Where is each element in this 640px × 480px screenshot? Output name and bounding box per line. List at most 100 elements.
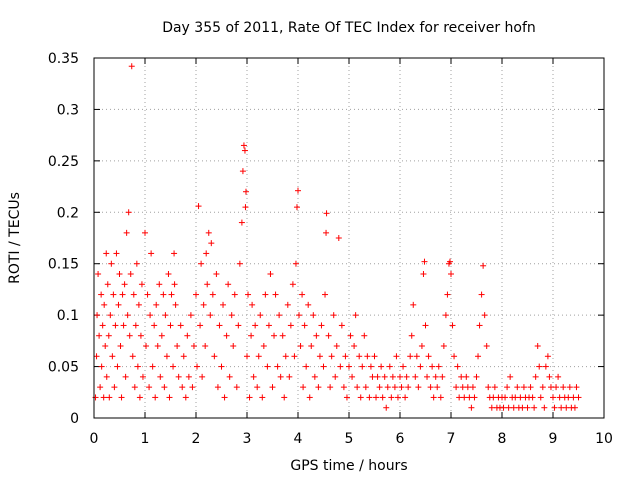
data-point: [524, 404, 531, 411]
data-point: [408, 332, 415, 339]
y-tick-label: 0.35: [48, 51, 79, 67]
data-point: [323, 229, 330, 236]
y-tick-labels: 0 0.05 0.1 0.15 0.2 0.25 0.3 0.35: [48, 51, 79, 427]
data-point: [128, 63, 135, 70]
data-point: [313, 332, 320, 339]
data-point: [555, 373, 562, 380]
data-point: [536, 363, 543, 370]
data-point: [424, 373, 431, 380]
data-point: [220, 301, 227, 308]
data-point: [466, 394, 473, 401]
data-point: [410, 301, 417, 308]
data-point: [129, 353, 136, 360]
data-point: [381, 373, 388, 380]
data-point: [114, 363, 121, 370]
data-point: [286, 373, 293, 380]
data-point: [287, 322, 294, 329]
data-point: [246, 394, 253, 401]
data-point: [184, 332, 191, 339]
x-tick-label: 8: [498, 431, 507, 447]
data-point: [558, 404, 565, 411]
x-tick-label: 0: [90, 431, 99, 447]
data-point: [296, 312, 303, 319]
data-point: [435, 363, 442, 370]
data-point: [292, 260, 299, 267]
data-point: [361, 332, 368, 339]
data-point: [560, 384, 567, 391]
data-point: [338, 322, 345, 329]
data-point: [245, 291, 252, 298]
data-point: [553, 384, 560, 391]
data-point: [269, 384, 276, 391]
data-point: [113, 250, 120, 257]
data-point: [430, 394, 437, 401]
data-point: [277, 373, 284, 380]
data-point: [571, 404, 578, 411]
data-point: [440, 343, 447, 349]
data-point: [415, 384, 422, 391]
data-point: [106, 394, 113, 401]
data-point: [207, 312, 214, 319]
data-point: [413, 353, 420, 360]
data-point: [333, 343, 340, 349]
data-point: [157, 373, 164, 380]
data-point: [417, 363, 424, 370]
data-point: [337, 363, 344, 370]
data-point: [160, 291, 167, 298]
data-point: [366, 394, 373, 401]
data-point: [194, 363, 201, 370]
data-point: [575, 394, 582, 401]
data-point: [104, 281, 111, 288]
x-tick-label: 9: [549, 431, 558, 447]
data-point: [163, 353, 170, 360]
data-point: [476, 322, 483, 329]
data-point: [143, 343, 150, 349]
data-point: [328, 353, 335, 360]
data-point: [223, 332, 230, 339]
data-point: [301, 322, 308, 329]
data-point: [105, 332, 112, 339]
data-point: [249, 301, 256, 308]
data-point: [389, 373, 396, 380]
data-point: [193, 291, 199, 298]
data-point: [264, 363, 271, 370]
data-point: [384, 384, 391, 391]
data-point: [259, 394, 266, 401]
data-point: [204, 281, 211, 288]
data-point: [490, 394, 497, 401]
data-point: [356, 353, 363, 360]
y-tick-label: 0.3: [57, 102, 79, 118]
data-point: [154, 343, 161, 349]
data-point: [512, 394, 519, 401]
data-point: [359, 363, 366, 370]
data-point: [216, 322, 223, 329]
data-point: [351, 343, 358, 349]
data-point: [480, 262, 487, 269]
data-point: [367, 363, 374, 370]
data-point: [233, 384, 240, 391]
data-point: [218, 363, 225, 370]
data-point: [103, 373, 110, 380]
data-point: [255, 353, 262, 360]
data-point: [205, 229, 212, 236]
data-point: [242, 188, 249, 195]
data-point: [542, 363, 549, 370]
data-point: [115, 301, 122, 308]
data-point: [180, 353, 187, 360]
data-point: [195, 203, 202, 210]
data-point: [297, 343, 304, 349]
data-point: [322, 291, 329, 298]
data-point: [400, 363, 407, 370]
data-point: [547, 384, 554, 391]
data-point: [211, 353, 218, 360]
data-point: [282, 353, 289, 360]
data-point: [556, 394, 563, 401]
data-point: [570, 394, 577, 401]
data-point: [109, 353, 116, 360]
data-point: [121, 281, 128, 288]
data-point: [293, 204, 300, 211]
data-point: [125, 209, 132, 216]
data-point: [354, 384, 361, 391]
data-point: [116, 271, 123, 277]
